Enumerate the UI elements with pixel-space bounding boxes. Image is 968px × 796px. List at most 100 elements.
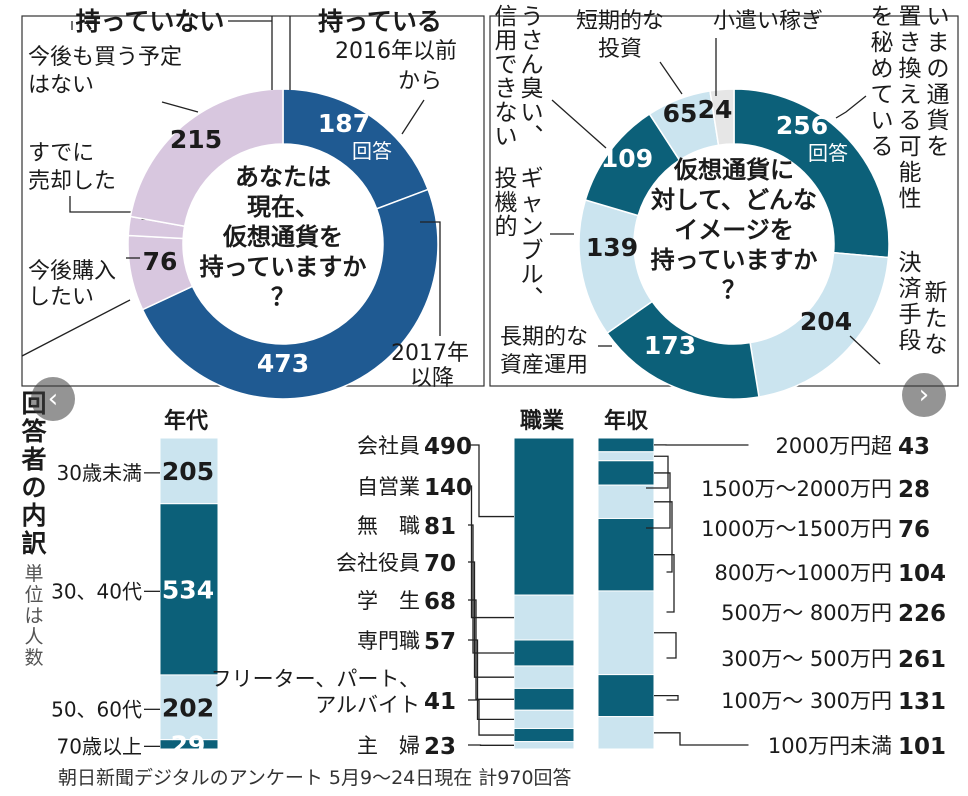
chevron-left-icon: ‹ bbox=[48, 384, 58, 414]
leader-line bbox=[468, 700, 514, 735]
occupation-value: 57 bbox=[424, 629, 456, 655]
slice-label-char: ま bbox=[927, 30, 950, 56]
donut-center-text: イメージを bbox=[674, 216, 794, 244]
respondents-title-char: 内 bbox=[21, 501, 46, 530]
occupation-segment bbox=[514, 728, 574, 741]
respondents-unit-char: 人 bbox=[24, 626, 43, 648]
slice-label-char: ︑ bbox=[521, 124, 544, 150]
occupation-category: アルバイト bbox=[315, 693, 420, 717]
income-category: 100万円未満 bbox=[768, 734, 892, 758]
income-segment bbox=[598, 518, 654, 590]
slice-label-char: 済 bbox=[899, 276, 922, 302]
group-label-not-owning: 持っていない bbox=[76, 7, 225, 36]
slice-label-char: う bbox=[521, 4, 544, 30]
slice-label: 2016年以前 bbox=[335, 39, 457, 64]
column-title: 年収 bbox=[604, 408, 649, 434]
leader-line bbox=[552, 100, 606, 148]
slice-label-char: ん bbox=[521, 52, 544, 78]
slice-label-char: 貨 bbox=[927, 108, 950, 134]
occupation-category: 自営業 bbox=[357, 475, 420, 499]
income-category: 800万～1000万円 bbox=[714, 561, 892, 585]
slice-label: 以降 bbox=[410, 366, 454, 391]
occupation-value: 81 bbox=[424, 514, 456, 540]
slice-label-char: の bbox=[927, 56, 950, 82]
slice-label-char: て bbox=[871, 82, 894, 108]
slice-value-suffix: 回答 bbox=[352, 139, 392, 163]
slice-label-char: た bbox=[925, 306, 948, 332]
leader-line bbox=[836, 96, 866, 118]
slice-label-char: 臭 bbox=[521, 76, 544, 102]
slice-label: 小遣い稼ぎ bbox=[713, 9, 823, 34]
slice-value: 187 bbox=[318, 109, 370, 138]
income-value: 76 bbox=[898, 517, 930, 543]
slice-label-char: 通 bbox=[927, 82, 950, 108]
slice-label-char: る bbox=[871, 134, 894, 160]
income-value: 261 bbox=[898, 647, 946, 673]
income-value: 104 bbox=[898, 561, 946, 587]
group-label-owning: 持っている bbox=[318, 7, 442, 36]
occupation-value: 70 bbox=[424, 551, 456, 577]
leader-line bbox=[654, 502, 672, 572]
income-segment bbox=[598, 461, 654, 485]
column-title: 職業 bbox=[520, 408, 565, 434]
slice-label-char: い bbox=[521, 100, 544, 126]
slice-label-char: 能 bbox=[899, 160, 922, 186]
slice-label-char: を bbox=[927, 134, 950, 160]
age-value: 205 bbox=[162, 457, 214, 486]
income-segment bbox=[598, 452, 654, 461]
slice-label: 短期的な bbox=[576, 9, 664, 34]
slice-label-char: な bbox=[925, 332, 948, 358]
income-segment bbox=[598, 717, 654, 749]
leader-line bbox=[468, 562, 514, 677]
donut-center-text: ？ bbox=[722, 276, 746, 304]
slice-label: 今後購入 bbox=[28, 259, 116, 284]
respondents-unit-char: 数 bbox=[24, 647, 43, 669]
slice-label-char: 置 bbox=[899, 4, 922, 30]
age-value: 29 bbox=[171, 730, 206, 759]
occupation-segment bbox=[514, 710, 574, 728]
income-value: 28 bbox=[898, 477, 930, 503]
slice-value: 204 bbox=[800, 307, 852, 336]
respondents-title-char: 者 bbox=[21, 445, 46, 474]
slice-label-char: ︑ bbox=[521, 286, 544, 312]
slice-label-char: を bbox=[871, 4, 894, 30]
slice-label-char: ャ bbox=[521, 190, 544, 216]
slice-label-char: き bbox=[899, 30, 922, 56]
slice-label: したい bbox=[28, 285, 94, 310]
occupation-category: 会社役員 bbox=[336, 551, 420, 575]
respondents-unit-char: 位 bbox=[24, 584, 43, 606]
slice-value: 24 bbox=[698, 95, 733, 124]
slice-label-char: る bbox=[899, 108, 922, 134]
income-category: 300万～ 500万円 bbox=[721, 647, 892, 671]
slice-value: 173 bbox=[644, 331, 696, 360]
slice-label: 2017年 bbox=[391, 341, 469, 366]
occupation-category: 無 職 bbox=[357, 514, 420, 538]
income-category: 1000万～1500万円 bbox=[701, 517, 892, 541]
leader-line bbox=[654, 633, 676, 658]
prev-slide-button[interactable]: ‹ bbox=[31, 377, 75, 421]
next-slide-button[interactable]: › bbox=[902, 373, 946, 417]
slice-label-char: ル bbox=[521, 262, 544, 288]
slice-value: 473 bbox=[257, 349, 309, 378]
leader-line bbox=[654, 555, 674, 612]
occupation-value: 68 bbox=[424, 589, 456, 615]
slice-value: 109 bbox=[601, 144, 653, 173]
income-value: 226 bbox=[898, 601, 946, 627]
slice-label-char: 投 bbox=[495, 166, 518, 192]
age-category: 50、60代 bbox=[51, 697, 142, 721]
slice-label-char: 信 bbox=[495, 4, 518, 30]
age-value: 202 bbox=[162, 693, 214, 722]
occupation-category: 学 生 bbox=[357, 589, 420, 613]
income-segment bbox=[598, 591, 654, 675]
income-value: 43 bbox=[898, 434, 930, 460]
leader-line bbox=[660, 62, 682, 94]
income-segment bbox=[598, 675, 654, 717]
leader-line bbox=[162, 102, 198, 112]
slice-label: 長期的な bbox=[500, 325, 588, 350]
donut-center-text: 仮想通貨を bbox=[222, 223, 343, 251]
